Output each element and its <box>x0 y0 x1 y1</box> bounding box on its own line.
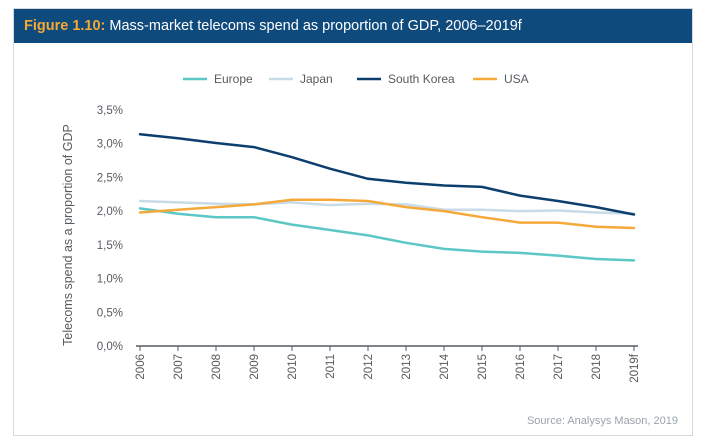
x-tick-label: 2015 <box>477 354 489 380</box>
x-tick-label: 2019f <box>629 353 641 383</box>
x-tick-label: 2011 <box>325 354 337 379</box>
series-line-south-korea <box>138 133 636 216</box>
y-tick-label: 1,5% <box>97 240 123 252</box>
legend-label: Japan <box>300 72 333 86</box>
x-tick-label: 2009 <box>249 354 261 380</box>
y-tick-label: 1,0% <box>97 274 123 286</box>
figure-title: Mass-market telecoms spend as proportion… <box>105 18 522 34</box>
x-tick-label: 2008 <box>211 354 223 380</box>
legend-label: USA <box>504 72 529 86</box>
x-tick-label: 2010 <box>287 354 299 380</box>
legend-label: South Korea <box>388 72 455 86</box>
y-axis-label: Telecoms spend as a proportion of GDP <box>61 124 75 346</box>
y-tick-label: 3,5% <box>97 105 123 117</box>
y-tick-label: 2,0% <box>97 206 123 218</box>
x-tick-label: 2017 <box>553 354 565 380</box>
y-tick-label: 0,5% <box>97 307 123 319</box>
x-tick-label: 2018 <box>591 354 603 380</box>
y-tick-label: 2,5% <box>97 172 123 184</box>
x-tick-label: 2006 <box>135 354 147 380</box>
figure-header: Figure 1.10: Mass-market telecoms spend … <box>14 9 692 43</box>
series-line-usa <box>138 198 636 230</box>
y-tick-label: 3,0% <box>97 139 123 151</box>
figure-number: Figure 1.10: <box>24 18 106 34</box>
source-note: Source: Analysys Mason, 2019 <box>526 415 678 427</box>
x-tick-label: 2007 <box>173 354 185 380</box>
x-tick-label: 2016 <box>515 354 527 380</box>
x-tick-label: 2014 <box>439 353 451 379</box>
figure-panel: Figure 1.10: Mass-market telecoms spend … <box>13 8 693 436</box>
x-tick-label: 2013 <box>401 354 413 380</box>
series-line-europe <box>138 207 636 262</box>
y-tick-label: 0,0% <box>97 341 123 353</box>
legend-label: Europe <box>214 72 253 86</box>
x-tick-label: 2012 <box>363 354 375 380</box>
